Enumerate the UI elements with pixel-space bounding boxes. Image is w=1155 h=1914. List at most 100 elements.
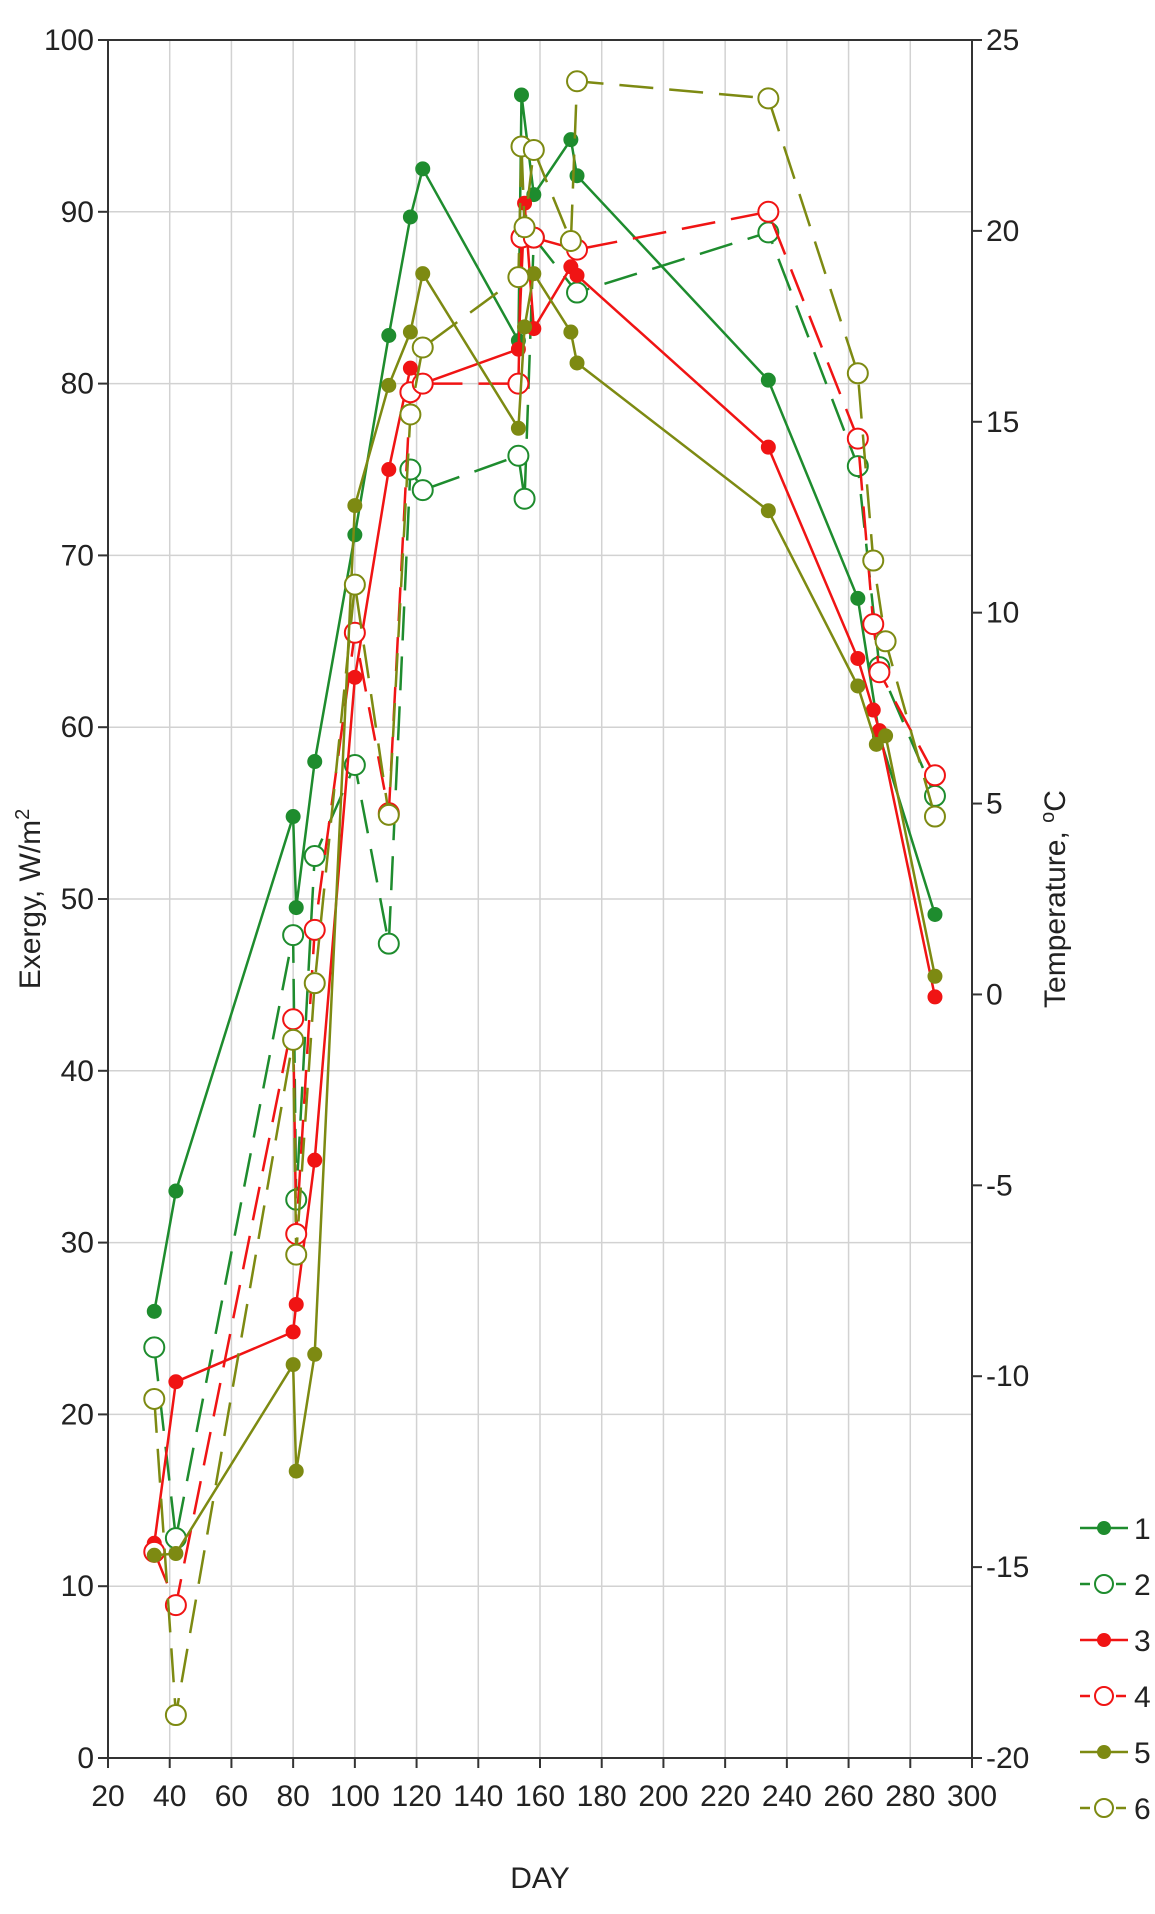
data-point xyxy=(303,918,326,941)
data-point xyxy=(282,924,305,947)
data-point xyxy=(868,661,891,684)
x-axis-title: DAY xyxy=(510,1862,569,1895)
series-2 xyxy=(143,221,946,1550)
data-point xyxy=(927,989,943,1005)
data-point xyxy=(569,355,585,371)
axis-ticks: 20 40 60 80 100 120 140 160 180 200 220 240 260 280 30… xyxy=(44,24,1029,1813)
y2-axis-title: Temperature, oC xyxy=(1037,790,1072,1008)
data-point xyxy=(343,753,366,776)
legend-label: 6 xyxy=(1134,1793,1151,1826)
data-point xyxy=(146,1547,162,1563)
data-point xyxy=(285,1243,308,1266)
y-tick-label: 20 xyxy=(61,1398,94,1431)
data-point xyxy=(874,630,897,653)
series-3 xyxy=(146,195,943,1551)
legend-item-1: 1 xyxy=(1080,1513,1151,1546)
legend-item-5: 5 xyxy=(1080,1737,1151,1770)
y-tick-label: 70 xyxy=(61,539,94,572)
data-point xyxy=(288,1296,304,1312)
y-tick-label: 10 xyxy=(61,1570,94,1603)
x-tick-label: 40 xyxy=(153,1780,186,1813)
legend-marker xyxy=(1097,1521,1111,1535)
data-point xyxy=(517,319,533,335)
x-tick-label: 240 xyxy=(762,1780,812,1813)
data-point xyxy=(399,458,422,481)
y2-tick-label: 20 xyxy=(986,215,1019,248)
data-point xyxy=(143,1387,166,1410)
data-point xyxy=(402,360,418,376)
data-point xyxy=(760,503,776,519)
data-point xyxy=(146,1303,162,1319)
data-point xyxy=(307,1346,323,1362)
legend-marker xyxy=(1094,1686,1114,1706)
x-tick-label: 200 xyxy=(638,1780,688,1813)
y-axis-title: Exergy, W/m2 xyxy=(12,809,47,990)
data-point xyxy=(381,462,397,477)
series-1 xyxy=(146,87,943,1319)
legend-item-6: 6 xyxy=(1080,1793,1151,1826)
data-point xyxy=(757,200,780,223)
x-tick-label: 100 xyxy=(330,1780,380,1813)
y2-axis-title-unit: C xyxy=(1039,790,1072,812)
data-point xyxy=(285,1324,301,1340)
y2-tick-label: 25 xyxy=(986,24,1019,57)
series-layer xyxy=(143,70,946,1727)
series-line xyxy=(153,210,937,1610)
data-point xyxy=(168,1183,184,1199)
y2-axis-title-text: Temperature, xyxy=(1039,823,1072,1008)
data-point xyxy=(862,549,885,572)
y-tick-label: 60 xyxy=(61,711,94,744)
x-tick-label: 220 xyxy=(700,1780,750,1813)
data-point xyxy=(347,498,363,514)
data-point xyxy=(862,613,885,636)
data-point xyxy=(288,900,304,916)
data-point xyxy=(282,1028,305,1051)
y2-tick-label: 5 xyxy=(986,788,1003,821)
data-point xyxy=(526,187,542,203)
data-point xyxy=(143,1336,166,1359)
legend-label: 4 xyxy=(1134,1681,1151,1714)
series-line xyxy=(153,94,937,1312)
series-line xyxy=(154,270,937,1557)
y-tick-label: 100 xyxy=(44,24,94,57)
data-point xyxy=(850,590,866,606)
data-point xyxy=(168,1546,184,1562)
x-tick-label: 140 xyxy=(453,1780,503,1813)
x-tick-label: 120 xyxy=(392,1780,442,1813)
data-point xyxy=(507,372,530,395)
data-point xyxy=(377,803,400,826)
legend-label: 2 xyxy=(1134,1569,1151,1602)
data-point xyxy=(865,702,881,718)
x-tick-label: 60 xyxy=(215,1780,248,1813)
x-tick-label: 20 xyxy=(91,1780,124,1813)
y-tick-label: 50 xyxy=(61,883,94,916)
legend-item-2: 2 xyxy=(1080,1569,1151,1602)
data-point xyxy=(402,209,418,225)
series-line xyxy=(153,79,937,1716)
y2-tick-label: -10 xyxy=(986,1360,1029,1393)
x-tick-label: 280 xyxy=(885,1780,935,1813)
y-tick-label: 30 xyxy=(61,1227,94,1260)
y2-tick-label: -5 xyxy=(986,1169,1013,1202)
series-5 xyxy=(146,266,943,1563)
data-point xyxy=(411,336,434,359)
data-point xyxy=(850,678,866,694)
data-point xyxy=(513,487,536,510)
data-point xyxy=(878,728,894,744)
data-point xyxy=(760,372,776,388)
data-point xyxy=(285,1357,301,1373)
data-point xyxy=(164,1527,187,1550)
data-point xyxy=(510,420,526,436)
x-tick-label: 300 xyxy=(947,1780,997,1813)
data-point xyxy=(507,266,530,289)
data-point xyxy=(522,138,545,161)
data-point xyxy=(559,230,582,253)
data-point xyxy=(381,327,397,343)
data-point xyxy=(923,764,946,787)
legend-marker xyxy=(1094,1574,1114,1594)
data-point xyxy=(307,1152,323,1168)
data-point xyxy=(563,324,579,340)
data-point xyxy=(507,444,530,467)
data-point xyxy=(282,1008,305,1031)
legend-marker xyxy=(1094,1798,1114,1818)
